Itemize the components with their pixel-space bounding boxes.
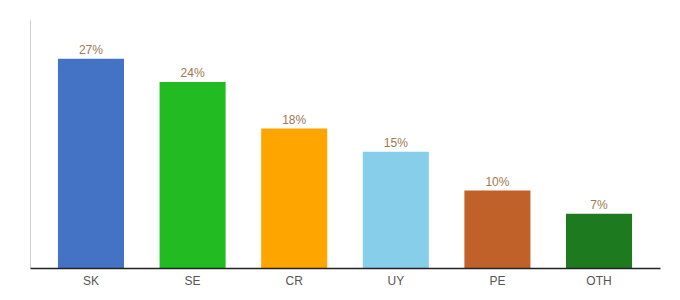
bar — [464, 191, 530, 269]
x-tick: SE — [185, 274, 201, 288]
bar — [566, 214, 632, 268]
x-tick-label: SE — [185, 274, 201, 288]
x-tick: CR — [286, 274, 304, 288]
bar — [58, 59, 124, 268]
data-label: 7% — [590, 198, 608, 212]
bar — [363, 152, 429, 268]
chart: SK SE CR UY PE OTH 27% 24% 18% 15% 10% 7% — [0, 0, 680, 300]
bar — [261, 129, 327, 269]
data-label: 18% — [282, 113, 306, 127]
x-tick: OTH — [586, 274, 611, 288]
data-label: 27% — [79, 43, 103, 57]
x-axis: SK SE CR UY PE OTH — [31, 269, 661, 288]
plot-area: SK SE CR UY PE OTH 27% 24% 18% 15% 10% 7% — [31, 21, 661, 288]
x-tick-label: UY — [387, 274, 404, 288]
bars — [58, 59, 632, 268]
data-label: 10% — [485, 175, 509, 189]
data-label: 15% — [384, 136, 408, 150]
bar — [160, 82, 226, 268]
data-labels: 27% 24% 18% 15% 10% 7% — [79, 43, 608, 212]
x-tick-label: PE — [489, 274, 505, 288]
x-tick: PE — [489, 274, 505, 288]
x-axis-line — [31, 268, 661, 270]
y-axis — [30, 21, 31, 269]
y-axis-line — [30, 21, 31, 269]
data-label: 24% — [181, 66, 205, 80]
x-tick-label: SK — [83, 274, 99, 288]
x-tick-label: OTH — [586, 274, 611, 288]
x-tick-label: CR — [286, 274, 304, 288]
x-tick: UY — [387, 274, 404, 288]
x-tick: SK — [83, 274, 99, 288]
